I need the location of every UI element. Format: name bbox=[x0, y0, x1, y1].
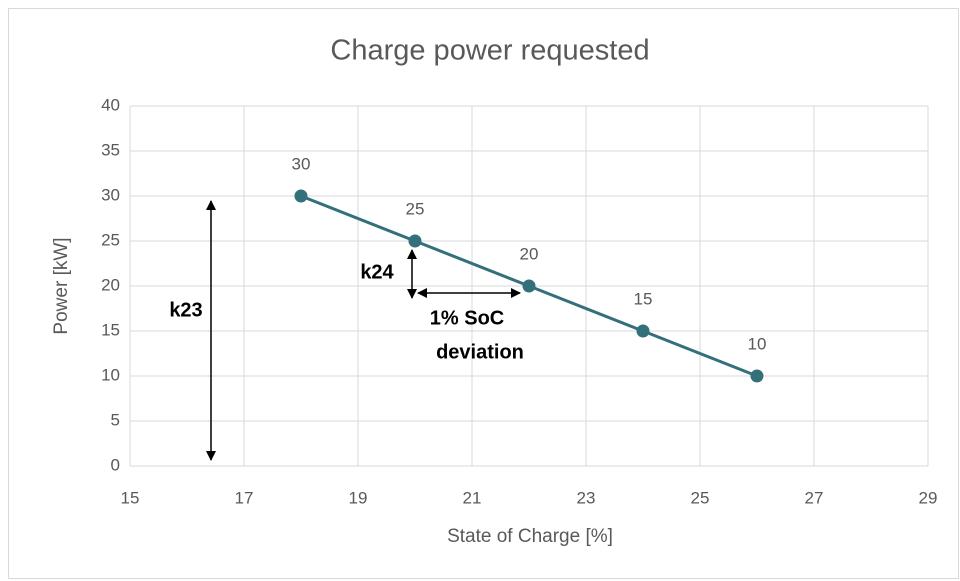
x-axis-label: State of Charge [%] bbox=[447, 526, 613, 547]
x-tick-label: 19 bbox=[349, 488, 368, 507]
data-label: 15 bbox=[634, 289, 653, 308]
annotation: deviation bbox=[436, 341, 524, 363]
y-tick-label: 40 bbox=[101, 95, 120, 114]
data-label: 30 bbox=[292, 154, 311, 173]
y-tick-label: 20 bbox=[101, 275, 120, 294]
data-label: 20 bbox=[520, 244, 539, 263]
data-point bbox=[750, 369, 764, 383]
y-tick-label: 35 bbox=[101, 140, 120, 159]
y-tick-label: 30 bbox=[101, 185, 120, 204]
x-tick-label: 29 bbox=[919, 488, 938, 507]
x-tick-label: 21 bbox=[463, 488, 482, 507]
plot-area: 0 5 10 15 20 25 30 35 40 15 17 19 21 23 25 27 29 30 25 20 15… bbox=[101, 95, 937, 507]
annotation: k24 bbox=[360, 261, 394, 283]
data-point bbox=[294, 189, 308, 203]
y-tick-label: 10 bbox=[101, 365, 120, 384]
data-point bbox=[408, 234, 422, 248]
x-tick-label: 25 bbox=[691, 488, 710, 507]
data-point bbox=[636, 324, 650, 338]
data-point bbox=[522, 279, 536, 293]
y-tick-label: 15 bbox=[101, 320, 120, 339]
annotation: 1% SoC bbox=[430, 307, 504, 329]
x-tick-label: 17 bbox=[235, 488, 254, 507]
y-tick-label: 25 bbox=[101, 230, 120, 249]
annotation: k23 bbox=[169, 299, 202, 321]
x-tick-label: 27 bbox=[805, 488, 824, 507]
x-tick-label: 15 bbox=[121, 488, 140, 507]
chart-title: Charge power requested bbox=[330, 35, 649, 67]
data-label: 25 bbox=[406, 199, 425, 218]
x-tick-label: 23 bbox=[577, 488, 596, 507]
y-axis-label: Power [kW] bbox=[51, 237, 72, 334]
data-label: 10 bbox=[748, 334, 767, 353]
y-tick-label: 0 bbox=[111, 455, 120, 474]
y-tick-label: 5 bbox=[111, 410, 120, 429]
